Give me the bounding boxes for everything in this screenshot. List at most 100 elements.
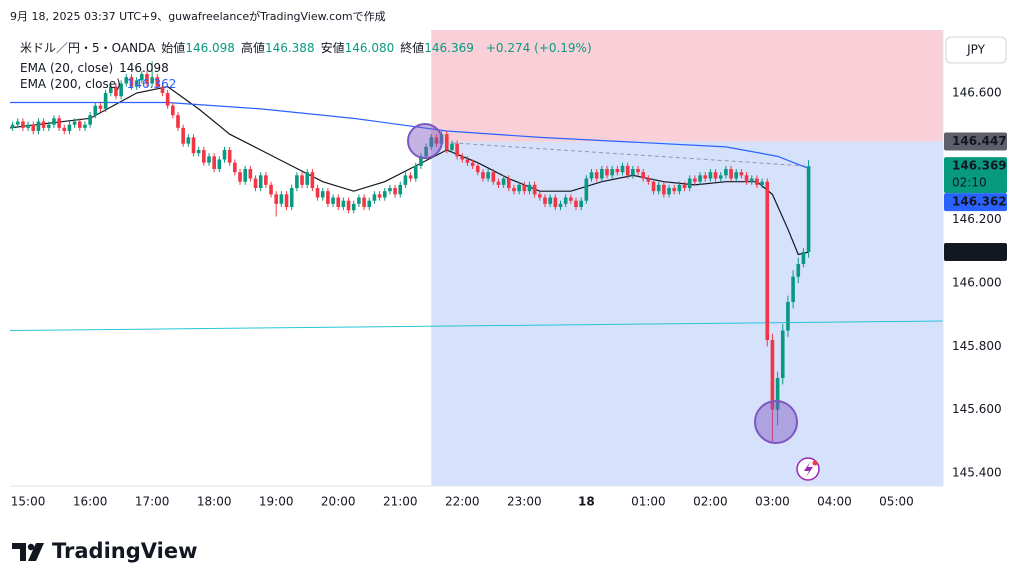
header: 9月 18, 2025 03:37 UTC+9、guwafreelanceがTr… [10, 9, 386, 23]
ohlc-label: 始値 [161, 41, 186, 55]
candle-body [331, 197, 335, 204]
candle-body [558, 203, 563, 208]
candle-body [729, 169, 733, 179]
candle-body [667, 188, 671, 195]
candle-body [202, 150, 206, 163]
candle-body [739, 172, 744, 176]
candle-body [336, 197, 341, 208]
candle-body [610, 169, 614, 176]
candle-body [139, 74, 144, 81]
ema-name: EMA (20, close) [20, 61, 114, 75]
candle-body [765, 181, 770, 341]
highlight-circle [407, 123, 443, 159]
candle-body [150, 77, 154, 84]
candle-body [119, 83, 123, 97]
candle-body [553, 197, 558, 208]
x-tick-label: 21:00 [383, 495, 418, 509]
candle-body [320, 191, 325, 198]
candle-body [57, 118, 61, 128]
candle-body [708, 172, 713, 179]
candle-body [744, 175, 749, 182]
x-tick-label: 16:00 [73, 495, 108, 509]
candle-body [207, 156, 211, 163]
ohlc-value: 146.388 [264, 41, 315, 55]
ohlc-value: 146.080 [344, 41, 395, 55]
price-label-box [944, 242, 1007, 261]
y-tick-label: 145.400 [952, 466, 1002, 480]
x-tick-label: 18 [578, 495, 595, 509]
candle-body [801, 251, 806, 265]
candle-body [424, 146, 428, 157]
candle-body [10, 124, 15, 128]
candle-body [351, 203, 356, 211]
candle-body [693, 178, 697, 182]
candle-body [465, 159, 470, 163]
candle-body [279, 194, 284, 204]
y-tick-label: 146.000 [952, 276, 1002, 290]
candle-body [408, 175, 413, 179]
candle-body [569, 197, 573, 201]
candle-body [196, 150, 201, 154]
candle-body [434, 137, 439, 144]
candle-body [171, 105, 175, 116]
candle-body [346, 200, 351, 211]
candle-body [155, 77, 160, 87]
ohlc-label: 安値 [320, 41, 345, 55]
candle-body [274, 194, 279, 204]
candle-body [775, 378, 780, 410]
ema-legend-row: EMA (200, close) 146.362 [20, 76, 182, 92]
y-tick-label: 145.800 [952, 339, 1002, 353]
candle-body [496, 181, 501, 185]
currency-button[interactable] [945, 36, 1007, 64]
candle-body [103, 93, 108, 109]
candle-body [589, 172, 594, 179]
candle-body [538, 194, 542, 198]
candle-body [217, 159, 222, 170]
candle-body [532, 184, 537, 195]
x-tick-label: 04:00 [817, 495, 852, 509]
logo-text: TradingView [52, 539, 197, 563]
candle-body [724, 169, 728, 176]
candle-body [584, 178, 589, 201]
price-label: 146.098 [952, 244, 1007, 258]
logo-icon [12, 543, 44, 561]
candle-body [662, 184, 666, 195]
candle-body [372, 194, 377, 201]
candle-body [413, 165, 418, 179]
candle-body [377, 194, 382, 198]
candle-body [382, 191, 387, 198]
candle-body [522, 184, 527, 192]
alert-dot [812, 460, 818, 466]
candle-body [755, 178, 759, 185]
candle-body [455, 143, 459, 157]
candle-body [295, 175, 299, 189]
x-tick-label: 02:00 [693, 495, 728, 509]
x-tick-label: 03:00 [755, 495, 790, 509]
candle-body [145, 74, 149, 84]
candle-body [191, 137, 196, 154]
candle-body [501, 178, 506, 185]
price-label: 146.362 [952, 195, 1007, 209]
candle-body [677, 184, 682, 192]
candle-body [52, 118, 56, 125]
candle-body [486, 172, 490, 179]
candle-body [310, 172, 315, 189]
candle-body [98, 105, 103, 109]
x-tick-label: 15:00 [11, 495, 46, 509]
candle-body [124, 77, 129, 84]
candle-body [72, 121, 77, 125]
candle-body [470, 162, 475, 166]
price-label: 146.369 [952, 159, 1007, 173]
candle-body [248, 169, 253, 179]
price-label-box [944, 132, 1007, 151]
candle-body [403, 175, 408, 185]
candle-body [31, 124, 36, 132]
position-line [431, 140, 809, 167]
countdown: 02:10 [952, 176, 987, 190]
candle-body [780, 330, 785, 379]
candle-body [450, 143, 454, 151]
alert-bolt [804, 462, 813, 477]
x-tick-label: 01:00 [631, 495, 666, 509]
x-tick-label: 23:00 [507, 495, 542, 509]
